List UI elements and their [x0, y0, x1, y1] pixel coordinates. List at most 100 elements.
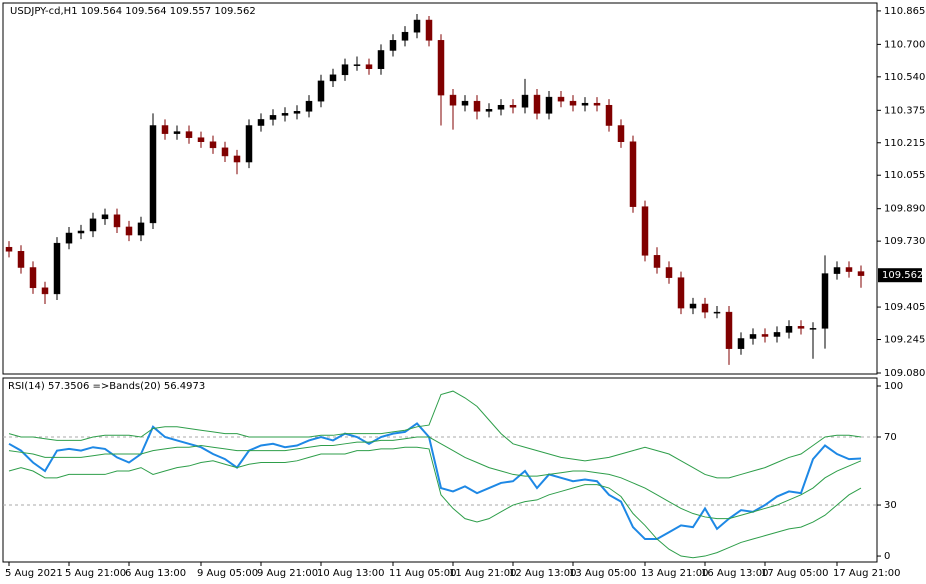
candle-body: [353, 64, 361, 66]
candle-body: [29, 267, 37, 289]
y-tick-label: 70: [884, 432, 897, 443]
x-tick-label: 13 Aug 21:00: [641, 568, 708, 579]
candle-body: [557, 96, 565, 102]
x-tick-label: 10 Aug 13:00: [317, 568, 384, 579]
candle-body: [449, 94, 457, 106]
y-tick-label: 110.215: [884, 138, 925, 149]
candle-body: [593, 102, 601, 106]
last-price-label: 109.562: [882, 270, 923, 281]
candle-body: [761, 334, 769, 337]
x-tick-label: 17 Aug 05:00: [761, 568, 828, 579]
candle-body: [689, 303, 697, 309]
candle-body: [293, 111, 301, 114]
candle-body: [269, 115, 277, 120]
candle-body: [413, 19, 421, 33]
candle-body: [197, 137, 205, 142]
candle-body: [149, 125, 157, 224]
candle-body: [461, 100, 469, 106]
y-tick-label: 110.865: [884, 6, 925, 17]
candle-body: [821, 273, 829, 329]
candle-body: [545, 96, 553, 114]
candle-body: [317, 80, 325, 102]
candle-body: [473, 100, 481, 112]
candle-body: [665, 267, 673, 278]
x-tick-label: 17 Aug 21:00: [833, 568, 900, 579]
candle-body: [833, 267, 841, 274]
candle-body: [17, 251, 25, 268]
candle-body: [125, 226, 133, 236]
candle-body: [377, 50, 385, 69]
candle-body: [173, 131, 181, 134]
y-tick-label: 0: [884, 551, 890, 562]
candle-body: [857, 271, 865, 276]
candle-body: [773, 332, 781, 337]
y-tick-label: 109.405: [884, 302, 925, 313]
candle-body: [233, 155, 241, 163]
candle-body: [365, 64, 373, 69]
candle-body: [53, 242, 61, 295]
x-tick-label: 9 Aug 05:00: [197, 568, 258, 579]
y-tick-label: 110.055: [884, 170, 925, 181]
x-tick-label: 11 Aug 21:00: [449, 568, 516, 579]
candle-body: [749, 334, 757, 339]
candle-body: [305, 100, 313, 112]
y-tick-label: 109.890: [884, 204, 925, 215]
x-tick-label: 13 Aug 05:00: [569, 568, 636, 579]
candle-body: [677, 277, 685, 309]
candle-body: [569, 100, 577, 106]
band-line: [8, 446, 862, 559]
x-tick-label: 9 Aug 21:00: [257, 568, 318, 579]
candle-body: [653, 255, 661, 268]
y-tick-label: 110.700: [884, 39, 925, 50]
candle-body: [329, 74, 337, 82]
candle-body: [245, 125, 253, 163]
chart-title: USDJPY-cd,H1 109.564 109.564 109.557 109…: [10, 6, 256, 17]
candle-body: [617, 125, 625, 142]
candle-body: [437, 40, 445, 96]
candle-body: [101, 214, 109, 220]
y-tick-label: 110.375: [884, 105, 925, 116]
candle-body: [509, 104, 517, 108]
x-tick-label: 16 Aug 13:00: [701, 568, 768, 579]
y-tick-label: 30: [884, 500, 897, 511]
candle-body: [89, 218, 97, 232]
candle-body: [221, 147, 229, 157]
x-tick-label: 12 Aug 13:00: [509, 568, 576, 579]
candle-body: [257, 119, 265, 126]
candle-body: [161, 125, 169, 134]
candle-body: [581, 102, 589, 106]
candle-body: [701, 303, 709, 313]
candle-body: [65, 232, 73, 244]
x-tick-label: 5 Aug 2021: [5, 568, 63, 579]
band-line: [8, 436, 862, 520]
candle-body: [185, 131, 193, 138]
band-line: [8, 390, 862, 479]
candle-body: [845, 267, 853, 272]
candle-body: [485, 109, 493, 112]
candle-body: [497, 104, 505, 110]
candle-body: [77, 230, 85, 234]
candle-body: [737, 338, 745, 349]
candle-body: [797, 326, 805, 329]
candle-body: [605, 104, 613, 126]
candle-body: [113, 214, 121, 228]
x-tick-label: 11 Aug 05:00: [389, 568, 456, 579]
candle-body: [341, 64, 349, 76]
candle-body: [713, 311, 721, 314]
rsi-line: [8, 422, 862, 541]
candle-body: [809, 328, 817, 330]
candle-body: [521, 94, 529, 108]
x-tick-label: 5 Aug 21:00: [65, 568, 126, 579]
candle-body: [401, 31, 409, 41]
y-tick-label: 109.080: [884, 368, 925, 379]
candle-body: [785, 326, 793, 333]
candle-body: [209, 141, 217, 149]
candle-body: [281, 113, 289, 116]
candle-body: [533, 94, 541, 114]
candle-body: [41, 287, 49, 295]
rsi-pane: [2, 377, 878, 563]
rsi-title: RSI(14) 57.3506 =>Bands(20) 56.4973: [8, 381, 205, 392]
candle-body: [137, 222, 145, 236]
last-price-box: [878, 268, 922, 283]
